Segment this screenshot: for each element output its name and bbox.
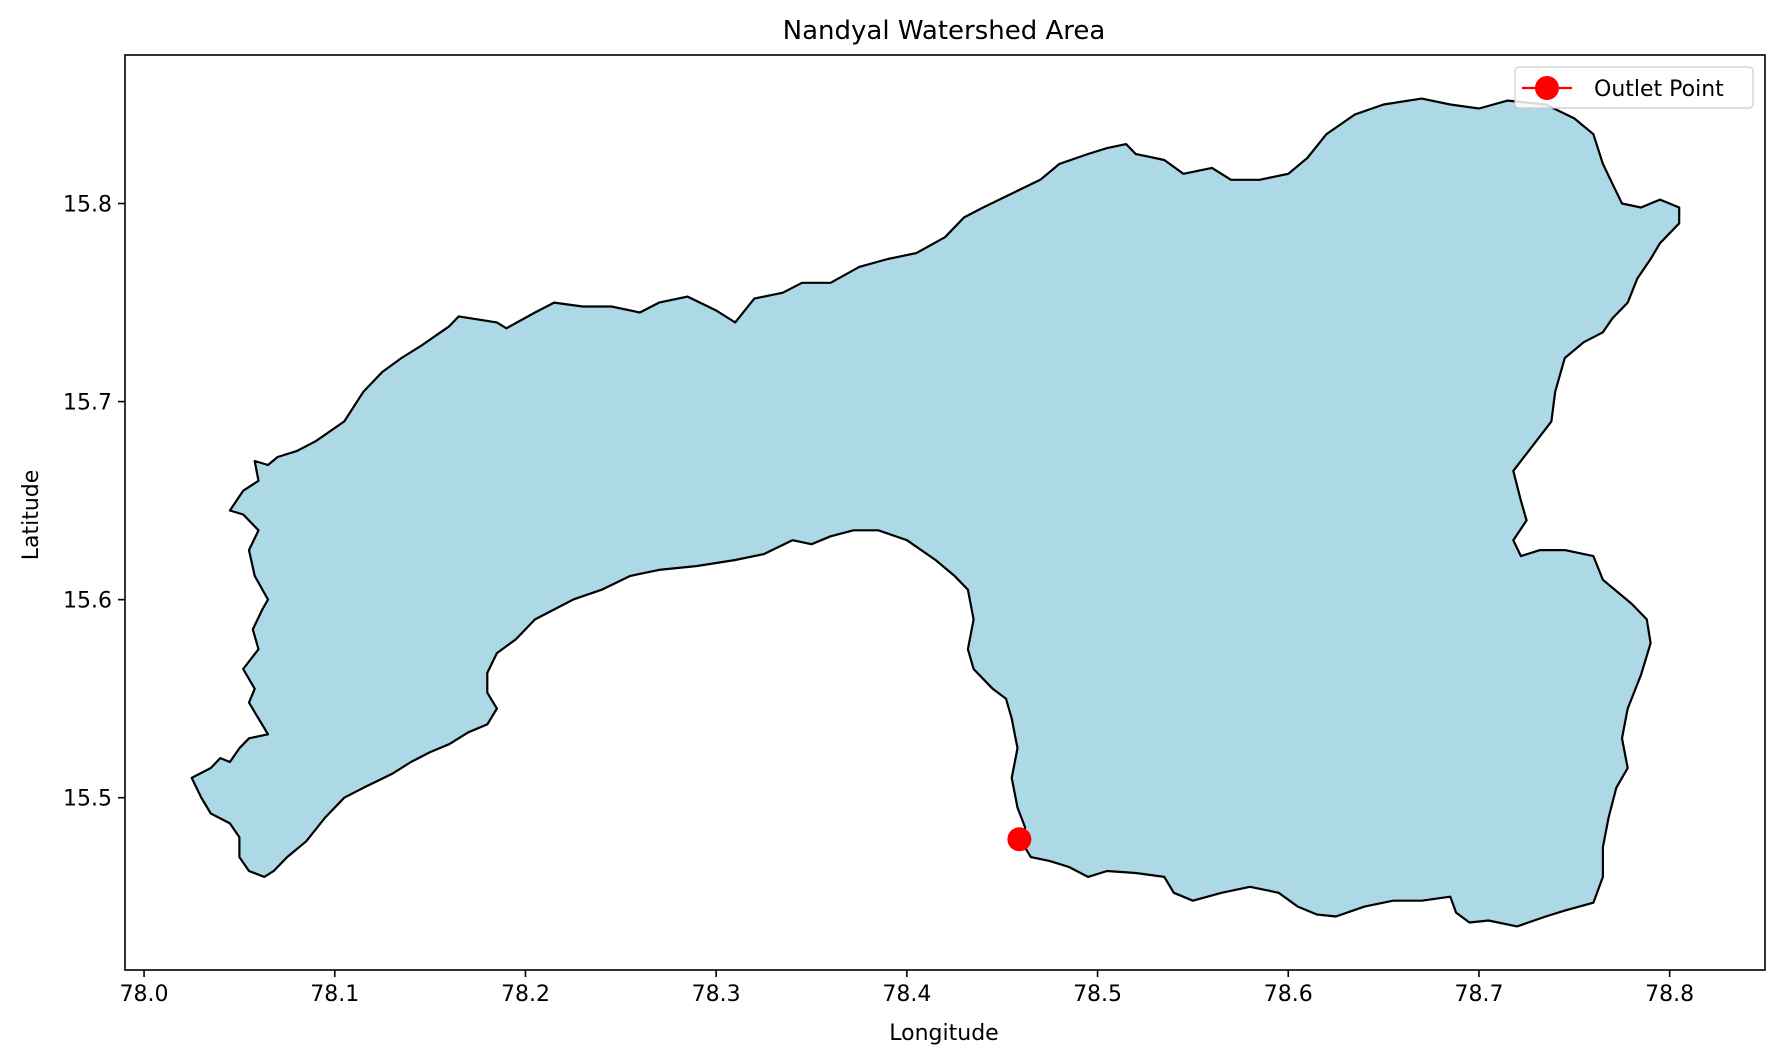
y-tick-label: 15.7: [63, 391, 112, 416]
y-tick-label: 15.5: [63, 787, 112, 812]
axes-frame: [124, 54, 1766, 971]
outlet-point-marker: [1007, 827, 1032, 852]
outlet-point: [1007, 827, 1032, 852]
x-tick-label: 78.1: [310, 982, 359, 1007]
plot-area: [190, 97, 1681, 928]
x-tick-label: 78.8: [1645, 982, 1694, 1007]
chart-title: Nandyal Watershed Area: [783, 16, 1106, 46]
x-tick-label: 78.4: [882, 982, 931, 1007]
x-tick-label: 78.2: [501, 982, 550, 1007]
x-tick-label: 78.3: [692, 982, 741, 1007]
x-tick-label: 78.5: [1073, 982, 1122, 1007]
y-tick-label: 15.8: [63, 193, 112, 218]
legend: Outlet Point: [1514, 66, 1754, 109]
watershed-polygon: [190, 97, 1681, 928]
y-axis: 15.5 15.6 15.7 15.8: [63, 193, 125, 812]
y-tick-label: 15.6: [63, 589, 112, 614]
x-tick-label: 78.0: [120, 982, 169, 1007]
legend-outlet-label: Outlet Point: [1594, 77, 1724, 102]
x-axis: 78.0 78.1 78.2 78.3 78.4 78.5 78.6 78.7 78.8: [120, 970, 1694, 1007]
x-axis-label: Longitude: [889, 1021, 998, 1046]
y-axis-label: Latitude: [19, 470, 44, 561]
legend-outlet-marker: [1535, 76, 1559, 100]
x-tick-label: 78.7: [1454, 982, 1503, 1007]
legend-box: [1514, 66, 1754, 109]
x-tick-label: 78.6: [1264, 982, 1313, 1007]
